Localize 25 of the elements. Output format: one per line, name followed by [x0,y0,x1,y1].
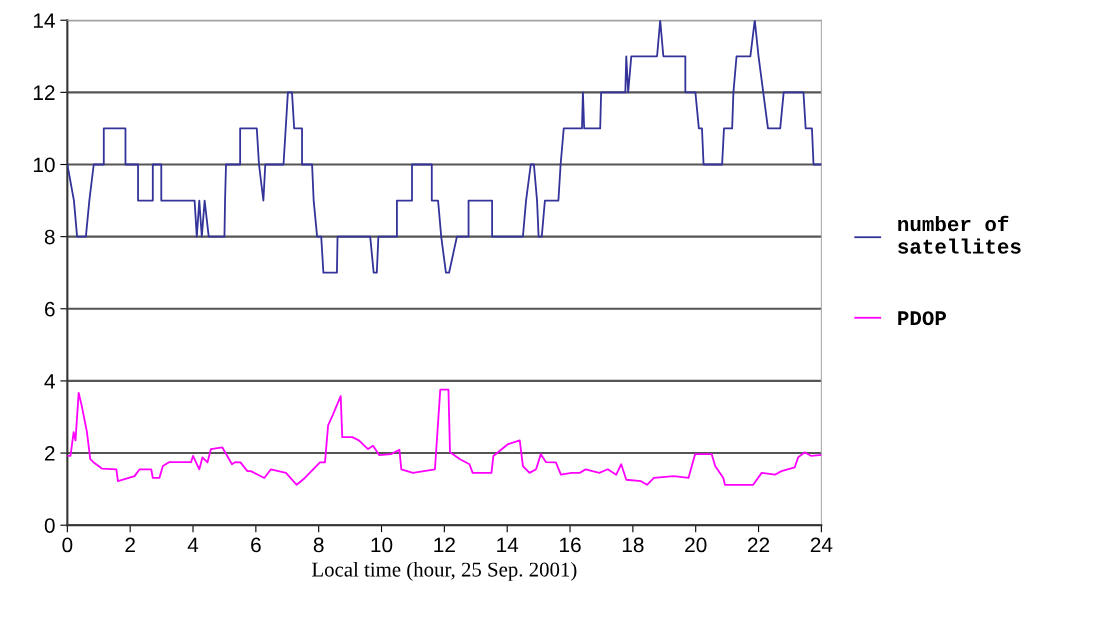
y-tick-label: 14 [33,13,55,28]
y-tick-label: 4 [44,374,55,389]
y-tick-label: 8 [44,229,55,245]
y-tick-label: 10 [33,157,55,173]
x-tick-label: 20 [685,537,707,553]
x-tick-label: 10 [371,537,393,553]
x-tick-label: 2 [125,537,135,553]
x-tick-label: 0 [62,537,73,553]
x-tick-label: 24 [810,537,833,553]
x-tick-label: 8 [313,537,324,553]
y-tick-label: 6 [45,301,55,317]
x-tick-label: 14 [497,537,519,553]
legend-label: PDOP [898,311,946,326]
legend-label: number of satellites [898,215,1021,254]
x-tick-label: 6 [251,537,261,553]
x-axis-title: Local time (hour, 25 Sep. 2001) [312,561,577,581]
x-tick-label: 16 [560,537,581,553]
x-tick-label: 12 [434,537,455,553]
y-tick-label: 2 [45,446,55,461]
x-tick-label: 22 [748,537,770,553]
x-tick-label: 4 [187,537,199,553]
x-tick-label: 18 [622,537,644,553]
line-series [67,388,822,486]
y-tick-label: 0 [44,518,55,533]
y-tick-label: 12 [33,85,55,100]
